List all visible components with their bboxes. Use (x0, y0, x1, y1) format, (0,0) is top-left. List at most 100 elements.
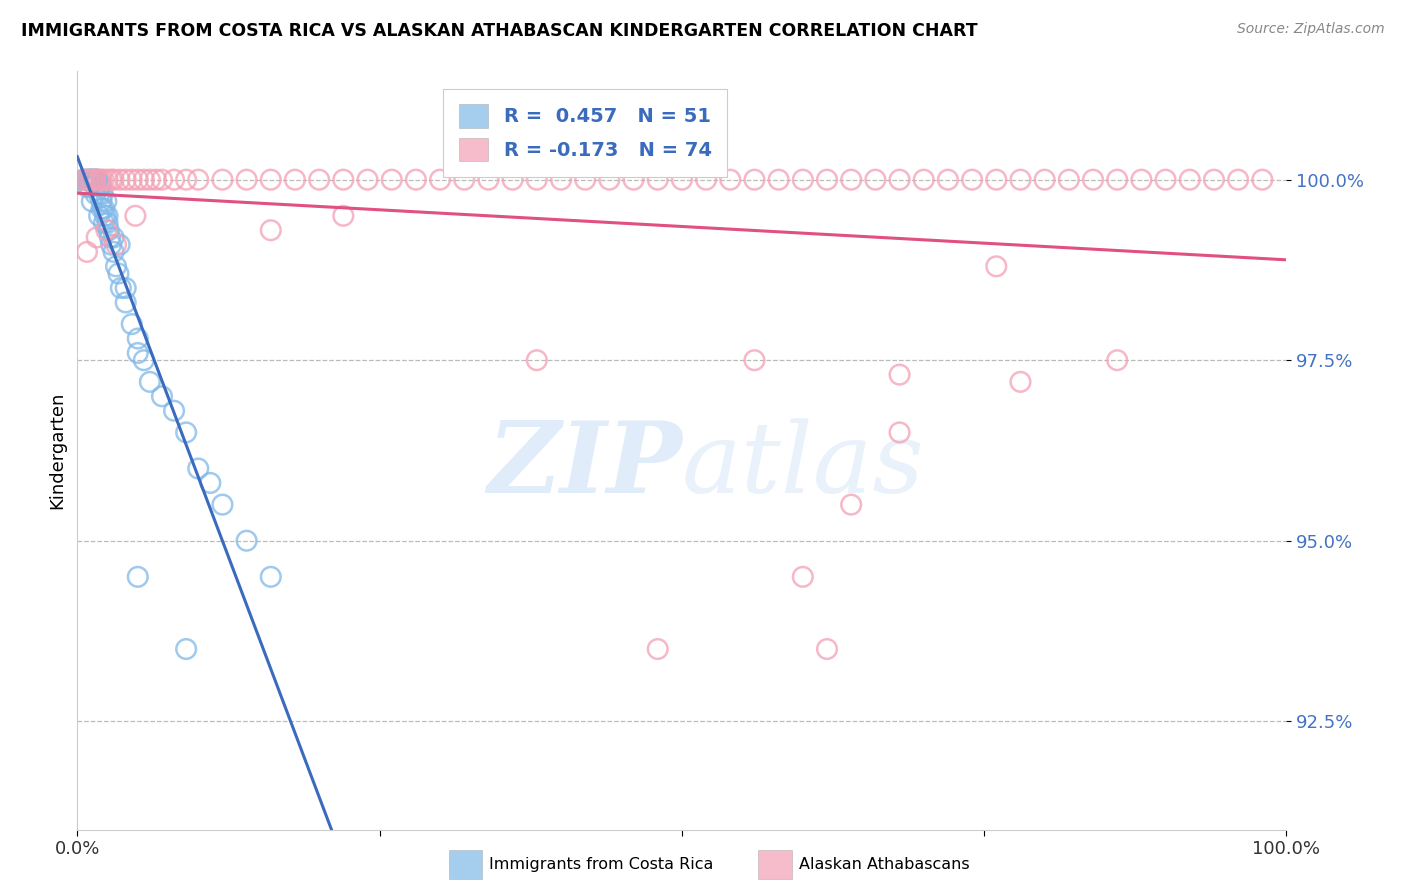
Text: atlas: atlas (682, 418, 925, 513)
Point (110, 281, 132, 295)
Point (127, 172, 149, 186)
Point (477, 172, 499, 186)
Point (127, 332, 149, 346)
Point (986, 172, 1008, 186)
Text: Alaskan Athabascans: Alaskan Athabascans (799, 857, 969, 871)
Point (91, 187, 114, 202)
Point (84, 172, 107, 186)
Point (96, 172, 118, 186)
Point (83, 172, 105, 186)
Point (132, 353, 155, 368)
Point (72, 172, 94, 186)
Text: ZIP: ZIP (486, 417, 682, 514)
Point (103, 244, 125, 259)
Point (87, 187, 110, 202)
Point (839, 498, 862, 512)
Point (108, 237, 131, 252)
Point (526, 353, 548, 368)
Point (235, 172, 257, 186)
Point (429, 172, 451, 186)
Point (381, 172, 404, 186)
Point (72, 172, 94, 186)
Point (100, 172, 122, 186)
Point (97, 223, 120, 237)
Point (1202, 172, 1225, 186)
Point (405, 172, 427, 186)
Point (453, 172, 475, 186)
Point (1251, 172, 1274, 186)
Point (260, 570, 283, 584)
Point (79, 172, 101, 186)
Point (87, 172, 110, 186)
Point (84, 172, 107, 186)
Point (768, 172, 790, 186)
Point (139, 375, 162, 389)
Point (200, 475, 222, 490)
Point (792, 570, 814, 584)
Point (114, 172, 136, 186)
Point (187, 172, 209, 186)
Point (1178, 172, 1201, 186)
Point (132, 172, 155, 186)
Point (114, 295, 136, 310)
Point (93, 216, 115, 230)
Point (96, 216, 118, 230)
Point (93, 202, 115, 216)
Point (114, 281, 136, 295)
Point (80, 172, 103, 186)
Point (80, 172, 103, 186)
Point (108, 172, 131, 186)
Point (80, 194, 103, 209)
Point (100, 237, 122, 252)
Point (260, 223, 283, 237)
Point (107, 267, 129, 281)
Point (623, 172, 645, 186)
Legend: R =  0.457   N = 51, R = -0.173   N = 74: R = 0.457 N = 51, R = -0.173 N = 74 (443, 88, 727, 177)
Point (889, 368, 911, 382)
Text: Source: ZipAtlas.com: Source: ZipAtlas.com (1237, 22, 1385, 37)
Point (647, 642, 669, 657)
Point (93, 172, 115, 186)
Point (121, 317, 143, 331)
Point (718, 172, 741, 186)
Point (96, 194, 118, 209)
Point (211, 172, 233, 186)
Point (211, 498, 233, 512)
Point (127, 570, 149, 584)
Point (815, 172, 838, 186)
Point (84, 187, 107, 202)
Point (1130, 172, 1153, 186)
Point (889, 172, 911, 186)
Point (1227, 172, 1250, 186)
Point (792, 172, 814, 186)
Point (235, 533, 257, 548)
Point (77, 172, 100, 186)
Point (76, 244, 98, 259)
Point (105, 237, 128, 252)
Point (308, 172, 330, 186)
Point (139, 172, 162, 186)
Point (124, 209, 146, 223)
Point (744, 172, 766, 186)
Point (986, 260, 1008, 274)
Point (815, 642, 838, 657)
Point (90, 202, 112, 216)
Point (839, 172, 862, 186)
Point (79, 172, 101, 186)
Point (1033, 172, 1056, 186)
Y-axis label: Kindergarten: Kindergarten (48, 392, 66, 509)
Point (936, 172, 959, 186)
Point (889, 425, 911, 440)
Point (103, 172, 125, 186)
Point (526, 172, 548, 186)
Point (1057, 172, 1080, 186)
Point (1081, 172, 1104, 186)
Point (1154, 172, 1177, 186)
Point (598, 172, 620, 186)
Point (356, 172, 378, 186)
Point (187, 461, 209, 475)
Point (502, 172, 524, 186)
Point (75, 172, 97, 186)
Point (163, 403, 186, 417)
Point (145, 172, 167, 186)
